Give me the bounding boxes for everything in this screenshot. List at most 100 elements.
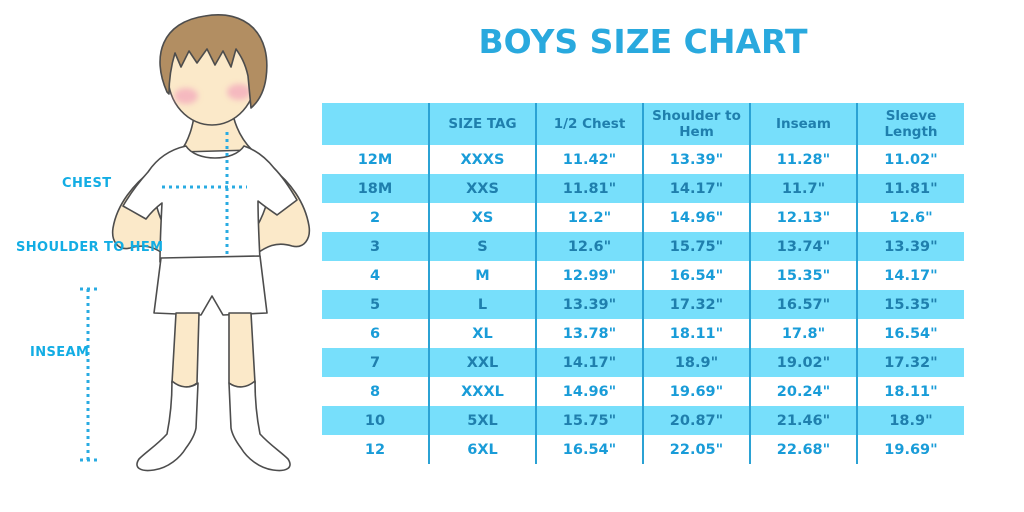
cell-size: 18M	[322, 174, 430, 203]
leg-left	[171, 312, 200, 388]
cell-half-chest: 14.17"	[536, 348, 644, 377]
table-header: SIZE TAG 1/2 Chest Shoulder to Hem Insea…	[322, 103, 964, 145]
cell-inseam: 19.02"	[750, 348, 858, 377]
column-header-half-chest: 1/2 Chest	[536, 103, 644, 145]
cell-size: 4	[322, 261, 430, 290]
table-row: 12 6XL 16.54" 22.05" 22.68" 19.69"	[322, 435, 964, 464]
cell-size: 2	[322, 203, 430, 232]
cell-sleeve-length: 18.9"	[857, 406, 964, 435]
cell-half-chest: 14.96"	[536, 377, 644, 406]
table-row: 6 XL 13.78" 18.11" 17.8" 16.54"	[322, 319, 964, 348]
chest-label: CHEST	[62, 176, 112, 191]
cell-shoulder-to-hem: 18.9"	[643, 348, 751, 377]
cell-sleeve-length: 11.02"	[884, 151, 938, 168]
cell-inseam: 12.13"	[750, 203, 858, 232]
cell-size-tag: XXS	[429, 174, 537, 203]
column-header-size	[322, 103, 430, 145]
header-row: SIZE TAG 1/2 Chest Shoulder to Hem Insea…	[322, 103, 964, 145]
cell-half-chest: 11.81"	[536, 174, 644, 203]
cell-inseam: 16.57"	[750, 290, 858, 319]
leg-right	[228, 312, 256, 388]
table-row: 2 XS 12.2" 14.96" 12.13" 12.6"	[322, 203, 964, 232]
t-shirt	[122, 145, 298, 263]
cell-inseam: 11.7"	[750, 174, 858, 203]
cell-shoulder-to-hem: 18.11"	[643, 319, 751, 348]
table-row: 8 XXXL 14.96" 19.69" 20.24" 18.11"	[322, 377, 964, 406]
table-body: 12M XXXS 11.42" 13.39" 11.28" 11.02" 18M…	[322, 145, 964, 464]
hair	[159, 14, 268, 109]
cell-half-chest: 11.42"	[536, 145, 644, 174]
cell-size: 7	[322, 348, 430, 377]
cell-shoulder-to-hem: 15.75"	[643, 232, 751, 261]
sock-left	[136, 380, 199, 472]
cell-half-chest: 12.6"	[536, 232, 644, 261]
cell-sleeve-length: 19.69"	[884, 441, 938, 458]
table-row: 3 S 12.6" 15.75" 13.74" 13.39"	[322, 232, 964, 261]
cell-shoulder-to-hem: 14.96"	[643, 203, 751, 232]
column-header-inseam: Inseam	[750, 103, 858, 145]
cell-size-tag: XXL	[429, 348, 537, 377]
table-row: 7 XXL 14.17" 18.9" 19.02" 17.32"	[322, 348, 964, 377]
cell-inseam: 22.68"	[750, 435, 858, 464]
page-title: BOYS SIZE CHART	[478, 22, 808, 61]
cell-inseam: 15.35"	[750, 261, 858, 290]
cell-shoulder-to-hem: 20.87"	[643, 406, 751, 435]
cell-shoulder-to-hem: 22.05"	[643, 435, 751, 464]
shoulder-to-hem-label: SHOULDER TO HEM	[16, 240, 164, 255]
table-row: 18M XXS 11.81" 14.17" 11.7" 11.81"	[322, 174, 964, 203]
cell-size-tag: S	[429, 232, 537, 261]
cell-inseam: 13.74"	[750, 232, 858, 261]
cell-size-tag: L	[429, 290, 537, 319]
cell-size-tag: 5XL	[429, 406, 537, 435]
table-row: 10 5XL 15.75" 20.87" 21.46" 18.9"	[322, 406, 964, 435]
cell-size-tag: XL	[429, 319, 537, 348]
cell-sleeve-length: 18.11"	[884, 383, 938, 400]
cell-size: 10	[322, 406, 430, 435]
table-row: 4 M 12.99" 16.54" 15.35" 14.17"	[322, 261, 964, 290]
cell-size: 3	[322, 232, 430, 261]
cell-sleeve-length: 13.39"	[857, 232, 964, 261]
inseam-label: INSEAM	[30, 345, 90, 360]
cell-inseam: 17.8"	[750, 319, 858, 348]
cell-sleeve-length: 11.81"	[857, 174, 964, 203]
cell-inseam: 11.28"	[750, 145, 858, 174]
cell-inseam: 20.24"	[750, 377, 858, 406]
shorts	[153, 255, 268, 316]
cell-shoulder-to-hem: 17.32"	[643, 290, 751, 319]
size-chart-table: SIZE TAG 1/2 Chest Shoulder to Hem Insea…	[322, 103, 964, 464]
cell-size: 8	[322, 377, 430, 406]
cell-sleeve-length: 12.6"	[889, 209, 933, 226]
cell-size-tag: XXXS	[429, 145, 537, 174]
cheek-left	[174, 88, 198, 104]
cell-sleeve-length: 14.17"	[884, 267, 938, 284]
cell-inseam: 21.46"	[750, 406, 858, 435]
table-row: 12M XXXS 11.42" 13.39" 11.28" 11.02"	[322, 145, 964, 174]
cell-size-tag: XXXL	[429, 377, 537, 406]
cell-sleeve-length: 16.54"	[884, 325, 938, 342]
column-header-size-tag: SIZE TAG	[429, 103, 537, 145]
sock-right	[228, 380, 291, 472]
cell-half-chest: 12.2"	[536, 203, 644, 232]
cell-size: 5	[322, 290, 430, 319]
cell-shoulder-to-hem: 19.69"	[643, 377, 751, 406]
column-header-sleeve-length: Sleeve Length	[857, 103, 964, 145]
cell-size: 6	[322, 319, 430, 348]
cell-half-chest: 13.39"	[536, 290, 644, 319]
cell-half-chest: 13.78"	[536, 319, 644, 348]
cell-size: 12M	[322, 145, 430, 174]
cell-size: 12	[322, 435, 430, 464]
cell-shoulder-to-hem: 13.39"	[643, 145, 751, 174]
cell-shoulder-to-hem: 14.17"	[643, 174, 751, 203]
cell-sleeve-length: 17.32"	[857, 348, 964, 377]
boy-illustration	[80, 14, 311, 472]
cell-half-chest: 12.99"	[536, 261, 644, 290]
table-row: 5 L 13.39" 17.32" 16.57" 15.35"	[322, 290, 964, 319]
cell-size-tag: M	[429, 261, 537, 290]
column-header-shoulder-to-hem: Shoulder to Hem	[643, 103, 751, 145]
cell-shoulder-to-hem: 16.54"	[643, 261, 751, 290]
cell-size-tag: XS	[429, 203, 537, 232]
cell-size-tag: 6XL	[429, 435, 537, 464]
cheek-right	[227, 84, 251, 100]
cell-half-chest: 16.54"	[536, 435, 644, 464]
